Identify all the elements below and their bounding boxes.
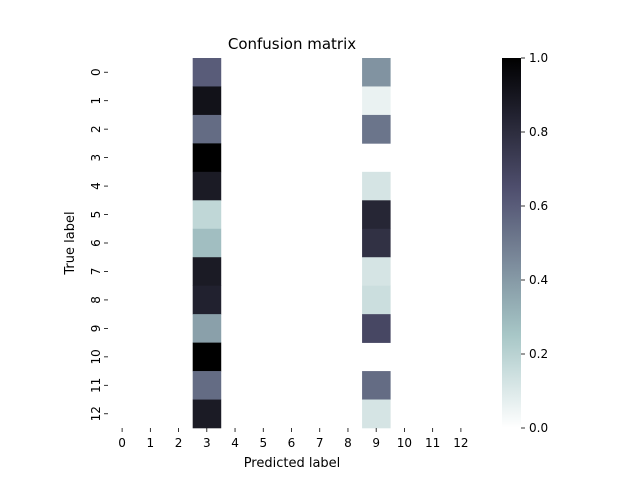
heatmap-cell: [362, 285, 391, 315]
heatmap-cell: [362, 399, 391, 429]
heatmap-cell: [362, 114, 391, 144]
heatmap-cell: [192, 58, 222, 87]
x-tick-label: 5: [259, 436, 267, 450]
y-tick-label: 12: [89, 406, 103, 421]
x-tick-label: 3: [203, 436, 211, 450]
heatmap-cell: [192, 171, 222, 201]
x-tick-label: 1: [147, 436, 155, 450]
y-tick-label: 7: [89, 268, 103, 276]
y-tick-label: 6: [89, 239, 103, 247]
heatmap-cell: [192, 143, 222, 173]
heatmap-cell: [362, 86, 391, 116]
heatmap-cell: [192, 314, 222, 343]
y-tick-label: 0: [89, 68, 103, 76]
y-axis-label: True label: [63, 211, 78, 275]
x-axis-label: Predicted label: [244, 456, 341, 471]
x-tick-label: 9: [372, 436, 380, 450]
heatmap-cell: [192, 285, 222, 315]
x-tick-label: 2: [175, 436, 183, 450]
colorbar-tick-label: 1.0: [529, 51, 548, 65]
colorbar: [502, 58, 521, 428]
x-tick-label: 12: [453, 436, 468, 450]
colorbar-tick-label: 0.0: [529, 421, 548, 435]
heatmap-cell: [192, 342, 222, 372]
heatmap-cell: [192, 86, 222, 116]
heatmap-cells: [192, 58, 391, 429]
heatmap-cell: [362, 228, 391, 258]
heatmap-cell: [192, 371, 222, 400]
x-tick-label: 7: [316, 436, 324, 450]
colorbar-ticks: 0.0 0.2 0.4 0.6 0.8 1.0: [521, 51, 548, 435]
y-tick-label: 3: [89, 154, 103, 162]
heatmap-cell: [362, 314, 391, 343]
x-tick-label: 4: [231, 436, 239, 450]
x-tick-label: 11: [425, 436, 440, 450]
heatmap-cell: [192, 257, 222, 286]
heatmap-cell: [192, 200, 222, 230]
heatmap-cell: [192, 114, 222, 144]
y-tick-label: 4: [89, 182, 103, 190]
x-tick-label: 0: [118, 436, 126, 450]
y-tick-label: 8: [89, 296, 103, 304]
x-tick-label: 6: [288, 436, 296, 450]
y-tick-label: 11: [89, 378, 103, 393]
heatmap-cell: [362, 58, 391, 87]
colorbar-tick-label: 0.6: [529, 199, 548, 213]
x-tick-label: 8: [344, 436, 352, 450]
y-tick-label: 1: [89, 97, 103, 105]
colorbar-tick-label: 0.2: [529, 347, 548, 361]
y-tick-label: 2: [89, 125, 103, 133]
y-tick-label: 10: [89, 349, 103, 364]
heatmap-cell: [192, 228, 222, 258]
y-tick-label: 5: [89, 211, 103, 219]
chart-title: Confusion matrix: [228, 35, 356, 53]
x-axis-ticks: 0 1 2 3 4 5 6 7 8 9 10 11 12: [118, 428, 469, 450]
heatmap-cell: [362, 371, 391, 400]
colorbar-tick-label: 0.8: [529, 125, 548, 139]
heatmap-cell: [192, 399, 222, 429]
y-tick-label: 9: [89, 325, 103, 333]
heatmap-cell: [362, 200, 391, 230]
colorbar-tick-label: 0.4: [529, 273, 548, 287]
heatmap-cell: [362, 257, 391, 286]
x-tick-label: 10: [397, 436, 412, 450]
heatmap-cell: [362, 171, 391, 201]
